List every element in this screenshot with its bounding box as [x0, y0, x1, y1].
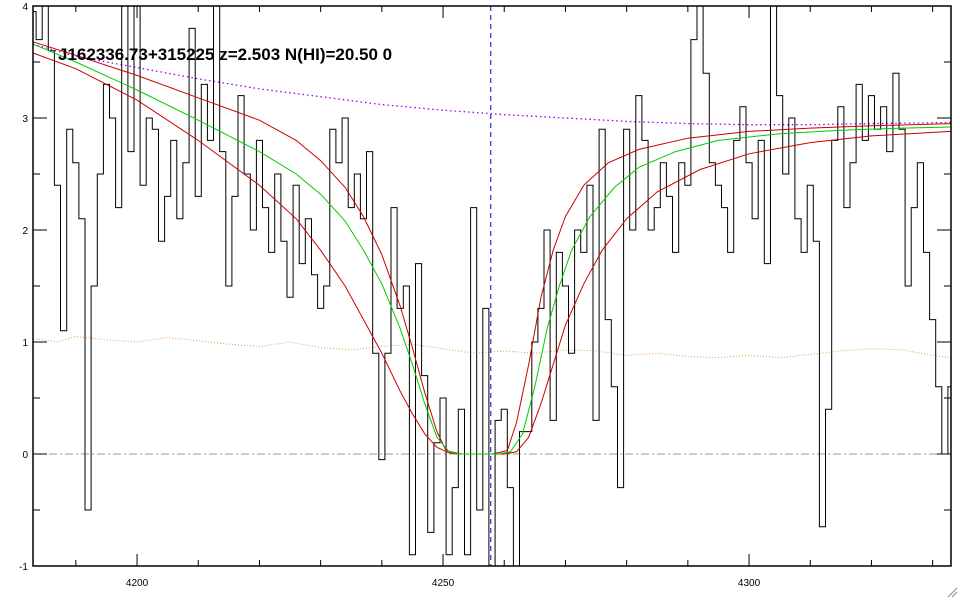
- y-tick-label: -1: [19, 562, 28, 573]
- model-layer: [32, 41, 952, 455]
- y-tick-label: 4: [22, 2, 28, 13]
- y-tick-label: 3: [22, 114, 28, 125]
- y-tick-label: 0: [22, 450, 28, 461]
- model-best-series-line: [32, 43, 952, 455]
- x-tick-label: 4200: [126, 578, 149, 589]
- resize-grip-icon[interactable]: [946, 586, 958, 598]
- y-tick-label: 1: [22, 338, 28, 349]
- ticks-layer: 4200 4250 4300 -1 0 1 2 3 4: [19, 2, 951, 589]
- y-tick-label: 2: [22, 226, 28, 237]
- chart-title: J162336.73+315225 z=2.503 N(HI)=20.50 0: [58, 45, 392, 64]
- x-tick-label: 4300: [738, 578, 761, 589]
- continuum-series-line: [32, 43, 952, 126]
- continuum-layer: [32, 43, 952, 126]
- x-tick-label: 4250: [432, 578, 455, 589]
